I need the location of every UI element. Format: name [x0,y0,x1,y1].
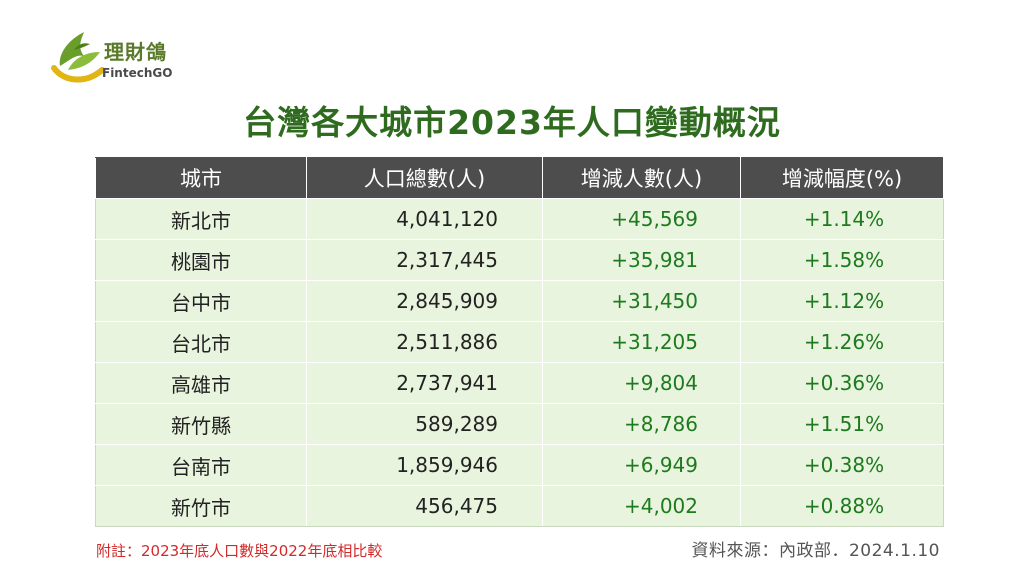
population-change-pct-cell: +1.58% [740,239,944,281]
population-change-cell: +4,002 [542,485,741,527]
city-cell: 新竹市 [95,485,307,527]
brand-name-en: FintechGO [102,66,173,80]
table-body: 新北市 4,041,120 +45,569 +1.14% 桃園市 2,317,445 +35… [95,198,944,527]
table-row: 新竹縣 589,289 +8,786 +1.51% [95,403,944,445]
population-change-pct-cell: +1.12% [740,280,944,322]
source-note: 資料來源：內政部．2024.1.10 [691,541,940,561]
table-row: 新竹市 456,475 +4,002 +0.88% [95,485,944,527]
table-row: 台南市 1,859,946 +6,949 +0.38% [95,444,944,486]
population-total-cell: 2,511,886 [306,321,543,363]
column-header-pct: 增減幅度(%) [740,157,944,199]
population-change-cell: +31,450 [542,280,741,322]
city-cell: 新北市 [95,198,307,240]
column-header-city: 城市 [95,157,307,199]
population-change-cell: +6,949 [542,444,741,486]
population-total-cell: 2,737,941 [306,362,543,404]
population-total-cell: 1,859,946 [306,444,543,486]
page-title: 台灣各大城市2023年人口變動概況 [243,103,781,142]
population-change-cell: +31,205 [542,321,741,363]
dove-logo-icon [51,32,105,83]
population-change-pct-cell: +0.88% [740,485,944,527]
population-total-cell: 2,845,909 [306,280,543,322]
city-cell: 桃園市 [95,239,307,281]
table-row: 台北市 2,511,886 +31,205 +1.26% [95,321,944,363]
column-header-total: 人口總數(人) [306,157,543,199]
population-change-pct-cell: +1.51% [740,403,944,445]
population-total-cell: 4,041,120 [306,198,543,240]
population-table: 城市 人口總數(人) 增減人數(人) 增減幅度(%) 新北市 4,041,120 +… [95,157,944,527]
city-cell: 高雄市 [95,362,307,404]
footnote: 附註：2023年底人口數與2022年底相比較 [96,542,383,560]
population-change-cell: +8,786 [542,403,741,445]
population-change-pct-cell: +0.36% [740,362,944,404]
population-change-cell: +9,804 [542,362,741,404]
brand-logo: 理財鴿 FintechGO [50,30,190,88]
population-total-cell: 2,317,445 [306,239,543,281]
table-header-row: 城市 人口總數(人) 增減人數(人) 增減幅度(%) [95,157,944,199]
brand-name-cn: 理財鴿 [104,40,167,64]
population-change-pct-cell: +0.38% [740,444,944,486]
population-change-cell: +35,981 [542,239,741,281]
column-header-change: 增減人數(人) [542,157,741,199]
table-row: 台中市 2,845,909 +31,450 +1.12% [95,280,944,322]
table-row: 高雄市 2,737,941 +9,804 +0.36% [95,362,944,404]
table-row: 桃園市 2,317,445 +35,981 +1.58% [95,239,944,281]
population-change-cell: +45,569 [542,198,741,240]
table-row: 新北市 4,041,120 +45,569 +1.14% [95,198,944,240]
population-total-cell: 456,475 [306,485,543,527]
population-change-pct-cell: +1.14% [740,198,944,240]
city-cell: 台南市 [95,444,307,486]
city-cell: 新竹縣 [95,403,307,445]
population-change-pct-cell: +1.26% [740,321,944,363]
city-cell: 台中市 [95,280,307,322]
city-cell: 台北市 [95,321,307,363]
population-total-cell: 589,289 [306,403,543,445]
